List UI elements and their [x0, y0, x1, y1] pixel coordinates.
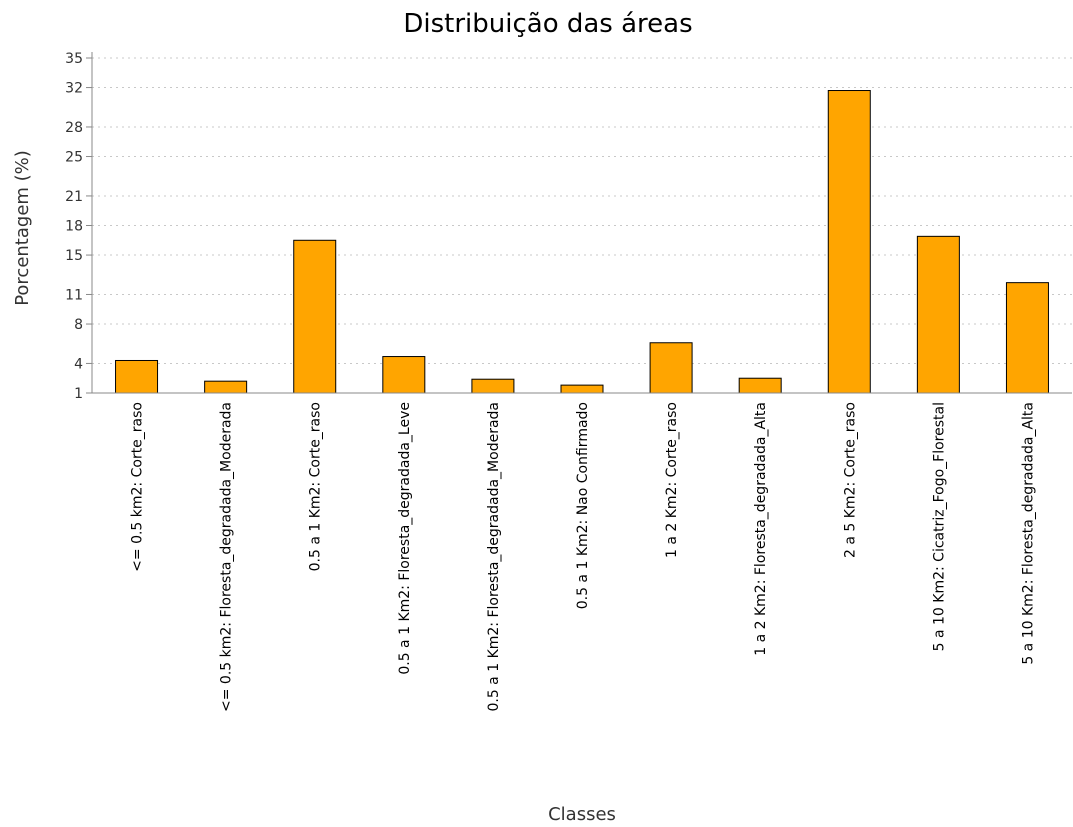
- x-tick-label: <= 0.5 km2: Floresta_degradada_Moderada: [219, 402, 235, 712]
- bar: [382, 356, 426, 394]
- x-tick-label: 0.5 a 1 Km2: Corte_raso: [308, 402, 324, 571]
- bar: [204, 380, 248, 394]
- x-tick-label: 1 a 2 Km2: Corte_raso: [664, 402, 680, 558]
- y-axis: 1 4 8 11 15 18 21 25 28 32 35: [65, 51, 93, 402]
- bar: [115, 359, 159, 394]
- x-tick-label: 2 a 5 Km2: Corte_raso: [842, 402, 858, 558]
- x-tick-label: <= 0.5 km2: Corte_raso: [130, 402, 146, 572]
- y-tick-label: 21: [65, 189, 83, 205]
- x-tick-label: 5 a 10 Km2: Floresta_degradada_Alta: [1020, 402, 1036, 665]
- x-tick-label: 5 a 10 Km2: Cicatriz_Fogo_Florestal: [931, 402, 947, 651]
- y-axis-label: Porcentagem (%): [12, 150, 33, 306]
- y-tick-label: 8: [74, 317, 83, 333]
- bars: [115, 90, 1049, 394]
- bar: [471, 378, 515, 394]
- y-tick-label: 25: [65, 150, 83, 166]
- y-tick-label: 35: [65, 51, 83, 67]
- y-tick-label: 11: [65, 287, 83, 303]
- bar: [916, 235, 960, 394]
- y-tick-label: 4: [74, 356, 83, 372]
- y-tick-label: 15: [65, 248, 83, 264]
- x-axis: <= 0.5 km2: Corte_raso <= 0.5 km2: Flores…: [92, 392, 1072, 712]
- y-tick-label: 1: [74, 386, 83, 402]
- bar: [827, 90, 871, 394]
- x-tick-label: 0.5 a 1 Km2: Floresta_degradada_Moderada: [486, 402, 502, 712]
- bar: [738, 377, 782, 394]
- x-tick-label: 0.5 a 1 Km2: Floresta_degradada_Leve: [397, 402, 413, 675]
- y-tick-label: 18: [65, 219, 83, 235]
- x-axis-label: Classes: [548, 804, 616, 825]
- bar: [293, 239, 337, 394]
- bar: [649, 342, 693, 394]
- bar: [1005, 282, 1049, 394]
- y-tick-label: 32: [65, 81, 83, 97]
- grid-lines: [92, 57, 1072, 364]
- x-tick-label: 0.5 a 1 Km2: Nao Confirmado: [575, 402, 591, 609]
- x-tick-label: 1 a 2 Km2: Floresta_degradada_Alta: [753, 402, 769, 656]
- bar: [560, 384, 604, 394]
- chart-title: Distribuição das áreas: [403, 9, 692, 39]
- y-tick-label: 28: [65, 120, 83, 136]
